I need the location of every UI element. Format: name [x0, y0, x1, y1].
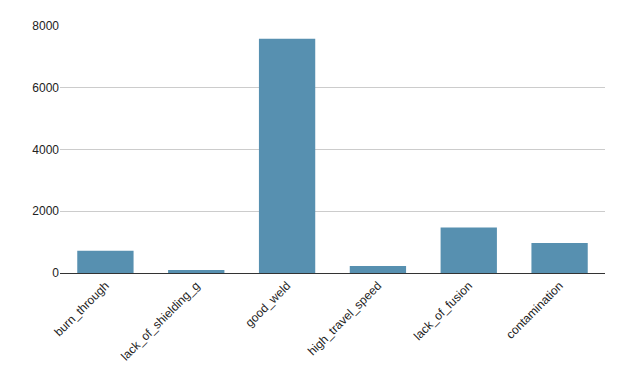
svg-text:lack_of_fusion: lack_of_fusion [411, 279, 475, 343]
svg-text:8000: 8000 [32, 19, 59, 33]
svg-text:4000: 4000 [32, 143, 59, 157]
svg-text:0: 0 [52, 266, 59, 280]
svg-text:contamination: contamination [503, 279, 566, 342]
svg-text:high_travel_speed: high_travel_speed [305, 279, 384, 358]
svg-text:burn_through: burn_through [51, 279, 111, 339]
svg-text:good_weld: good_weld [242, 279, 293, 330]
svg-text:2000: 2000 [32, 204, 59, 218]
svg-text:6000: 6000 [32, 81, 59, 95]
svg-text:lack_of_shielding_g: lack_of_shielding_g [118, 279, 202, 363]
